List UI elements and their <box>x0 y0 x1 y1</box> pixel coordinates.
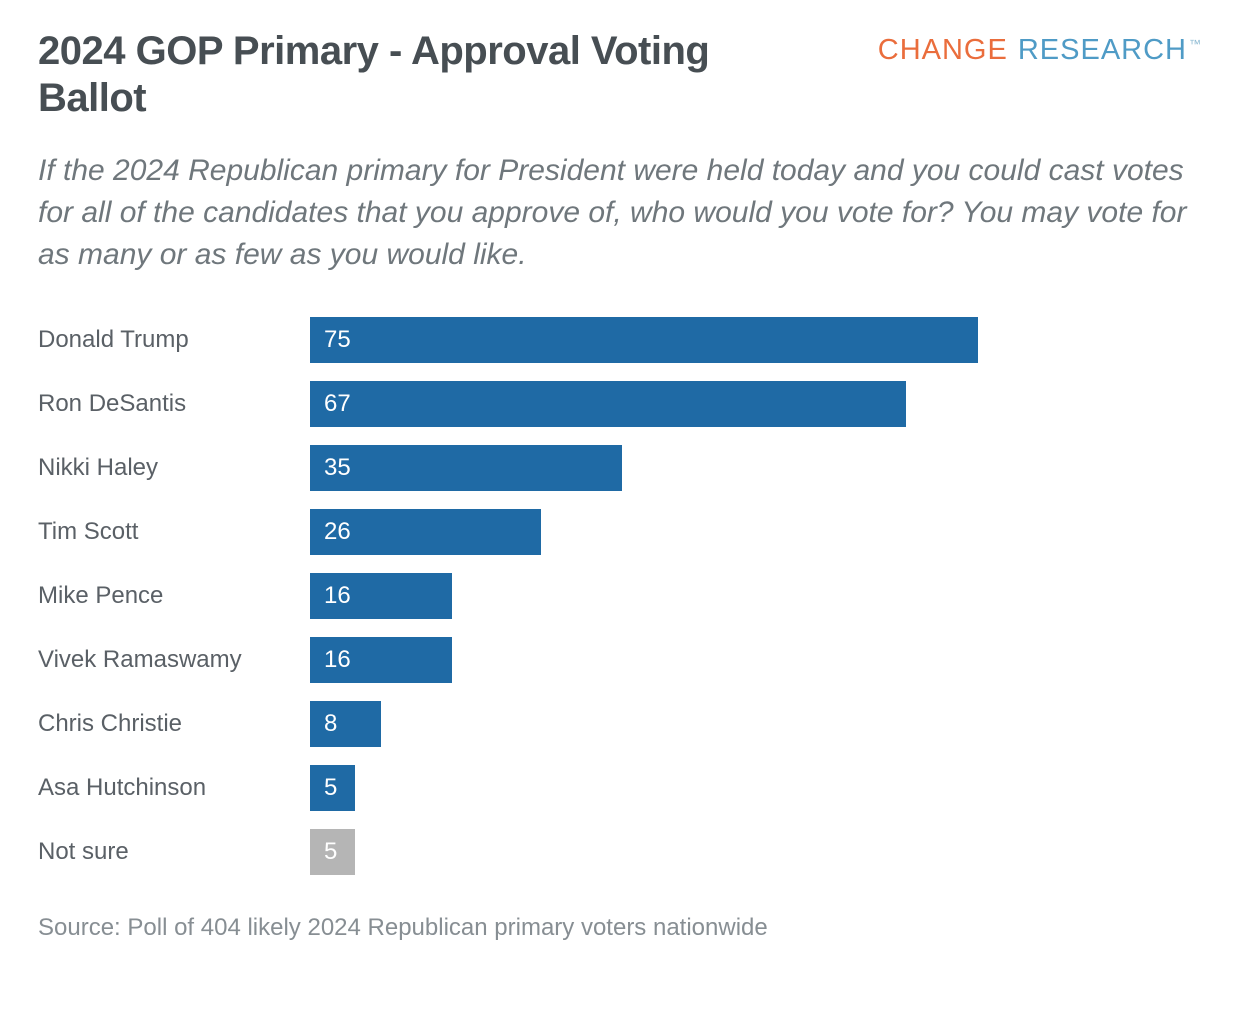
logo-word-research: RESEARCH <box>1018 34 1187 66</box>
change-research-logo: CHANGE RESEARCH™ <box>878 34 1202 67</box>
bar-value: 75 <box>324 326 351 354</box>
bar-track: 16 <box>310 637 1202 683</box>
bar-row: Nikki Haley 35 <box>38 436 1202 500</box>
bar-row: Not sure 5 <box>38 820 1202 884</box>
bar-label: Not sure <box>38 838 310 866</box>
bar-row: Mike Pence 16 <box>38 564 1202 628</box>
bar-value: 16 <box>324 582 351 610</box>
bar-track: 16 <box>310 573 1202 619</box>
bar-value: 26 <box>324 518 351 546</box>
bar-label: Donald Trump <box>38 326 310 354</box>
bar-value: 67 <box>324 390 351 418</box>
bar-fill: 8 <box>310 701 381 747</box>
bar-track: 75 <box>310 317 1202 363</box>
bar-row: Asa Hutchinson 5 <box>38 756 1202 820</box>
bar-row: Tim Scott 26 <box>38 500 1202 564</box>
bar-label: Asa Hutchinson <box>38 774 310 802</box>
bar-track: 5 <box>310 829 1202 875</box>
bar-value: 35 <box>324 454 351 482</box>
logo-word-change: CHANGE <box>878 34 1008 67</box>
bar-value: 5 <box>324 838 337 866</box>
bar-row: Ron DeSantis 67 <box>38 372 1202 436</box>
header: 2024 GOP Primary - Approval Voting Ballo… <box>38 28 1202 122</box>
bar-track: 8 <box>310 701 1202 747</box>
bar-fill: 5 <box>310 829 355 875</box>
bar-track: 26 <box>310 509 1202 555</box>
bar-label: Ron DeSantis <box>38 390 310 418</box>
bar-value: 8 <box>324 710 337 738</box>
bar-fill: 16 <box>310 573 452 619</box>
bar-value: 5 <box>324 774 337 802</box>
chart-question-text: If the 2024 Republican primary for Presi… <box>38 150 1198 276</box>
bar-label: Mike Pence <box>38 582 310 610</box>
bar-fill: 5 <box>310 765 355 811</box>
bar-fill: 35 <box>310 445 622 491</box>
logo-trademark: ™ <box>1189 37 1202 51</box>
bar-label: Chris Christie <box>38 710 310 738</box>
bar-row: Donald Trump 75 <box>38 308 1202 372</box>
bar-row: Chris Christie 8 <box>38 692 1202 756</box>
bar-track: 35 <box>310 445 1202 491</box>
bar-track: 5 <box>310 765 1202 811</box>
bar-label: Nikki Haley <box>38 454 310 482</box>
source-footnote: Source: Poll of 404 likely 2024 Republic… <box>38 914 1202 942</box>
approval-bar-chart: Donald Trump 75 Ron DeSantis 67 Nikki Haley 3… <box>38 308 1202 884</box>
bar-fill: 26 <box>310 509 541 555</box>
bar-fill: 67 <box>310 381 906 427</box>
bar-fill: 75 <box>310 317 978 363</box>
bar-row: Vivek Ramaswamy 16 <box>38 628 1202 692</box>
bar-track: 67 <box>310 381 1202 427</box>
bar-value: 16 <box>324 646 351 674</box>
bar-label: Vivek Ramaswamy <box>38 646 310 674</box>
bar-label: Tim Scott <box>38 518 310 546</box>
chart-title: 2024 GOP Primary - Approval Voting Ballo… <box>38 28 788 122</box>
bar-fill: 16 <box>310 637 452 683</box>
